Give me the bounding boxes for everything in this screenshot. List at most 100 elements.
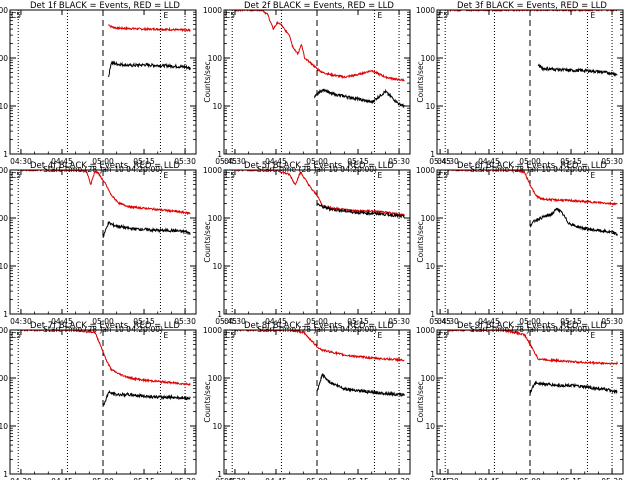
x-tick-label: 05:15: [560, 317, 582, 326]
x-tick-label: 05:00: [92, 157, 114, 166]
corner-mark-left: C5: [11, 171, 21, 180]
plot-title: Det 4f BLACK = Events, RED = LLD: [30, 161, 180, 171]
y-tick-label: 1: [3, 310, 8, 319]
y-tick-label: 1000: [203, 6, 222, 15]
y-tick-label: 10: [0, 102, 8, 111]
x-tick-label: 04:30: [10, 477, 32, 480]
y-axis-label: Counts/sec: [203, 221, 212, 262]
y-tick-label: 100: [208, 54, 223, 63]
x-tick-label: 05:30: [174, 157, 196, 166]
y-tick-label: 1000: [416, 6, 435, 15]
y-tick-label: 100: [421, 374, 436, 383]
x-tick-label: 05:30: [388, 157, 410, 166]
y-axis-label: Counts/sec: [203, 61, 212, 102]
plot-panel-2: Det 2f BLACK = Events, RED = LLD11010010…: [203, 1, 451, 174]
events-series-line: [316, 372, 405, 397]
events-series-line: [313, 88, 405, 109]
x-tick-label: 05:00: [306, 477, 328, 480]
x-tick-label: 05:15: [133, 317, 155, 326]
plot-panel-1: Det 1f BLACK = Events, RED = LLD11010010…: [0, 1, 237, 174]
x-tick-label: 05:00: [519, 317, 541, 326]
x-tick-label: 05:15: [560, 157, 582, 166]
y-tick-label: 1: [217, 470, 222, 479]
corner-mark-left: C5: [225, 331, 235, 340]
plot-title: Det 8f BLACK = Events, RED = LLD: [244, 321, 394, 331]
y-tick-label: 100: [0, 214, 8, 223]
x-tick-label: 05:45: [215, 477, 237, 480]
corner-mark-right: E: [591, 171, 596, 180]
corner-mark-right: E: [378, 171, 383, 180]
y-tick-label: 1: [217, 150, 222, 159]
plot-data: [108, 24, 191, 78]
y-tick-label: 1: [430, 470, 435, 479]
plot-title: Det 6f BLACK = Events, RED = LLD: [457, 161, 607, 171]
y-tick-label: 1000: [416, 326, 435, 335]
plot-title: Det 9f BLACK = Events, RED = LLD: [457, 321, 607, 331]
corner-mark-right: E: [378, 331, 383, 340]
plot-panel-3: Det 3f BLACK = Events, RED = LLD 1 10 100 10…: [416, 1, 624, 174]
corner-mark-right: E: [591, 11, 596, 20]
x-tick-label: 05:15: [347, 477, 369, 480]
events-series-line: [529, 207, 618, 237]
y-tick-label: 10: [425, 262, 435, 271]
y-tick-label: 1: [430, 150, 435, 159]
x-tick-label: 04:30: [437, 477, 459, 480]
x-tick-label: 05:15: [560, 477, 582, 480]
corner-mark-right: E: [164, 11, 169, 20]
x-tick-label: 05:30: [388, 317, 410, 326]
y-tick-label: 100: [421, 214, 436, 223]
corner-mark-right: E: [591, 331, 596, 340]
plot-title: Det 5f BLACK = Events, RED = LLD: [244, 161, 394, 171]
corner-mark-right: E: [164, 331, 169, 340]
y-tick-label: 1: [430, 310, 435, 319]
y-tick-label: 100: [208, 374, 223, 383]
x-tick-label: 04:45: [265, 477, 287, 480]
corner-mark-left: C5: [225, 11, 235, 20]
x-tick-label: 05:30: [601, 477, 623, 480]
x-tick-label: 05:45: [215, 157, 237, 166]
x-tick-label: 05:45: [429, 157, 451, 166]
events-series-line: [529, 380, 618, 395]
corner-mark-right: E: [378, 11, 383, 20]
x-tick-label: 05:00: [306, 157, 328, 166]
corner-mark-left: C5: [225, 171, 235, 180]
y-axis-label: Counts/sec: [416, 381, 425, 422]
y-tick-label: 1000: [203, 166, 222, 175]
y-tick-label: 100: [208, 214, 223, 223]
x-tick-label: 05:00: [306, 317, 328, 326]
events-series-line: [316, 202, 405, 219]
y-tick-label: 100: [0, 54, 8, 63]
x-tick-label: 04:45: [51, 157, 73, 166]
x-tick-label: 05:00: [519, 157, 541, 166]
y-tick-label: 1: [217, 310, 222, 319]
x-tick-label: 05:30: [601, 317, 623, 326]
x-tick-label: 05:30: [601, 157, 623, 166]
corner-mark-left: C5: [11, 11, 21, 20]
plot-panel-5: Det 5f BLACK = Events, RED = LLD11010010…: [203, 161, 451, 334]
plot-title: Det 3f BLACK = Events, RED = LLD: [457, 1, 607, 11]
events-series-line: [102, 389, 191, 407]
y-tick-label: 10: [425, 102, 435, 111]
plot-panel-8: Det 8f BLACK = Events, RED = LLD11010010…: [203, 321, 451, 480]
y-axis-label: Counts/sec: [203, 381, 212, 422]
x-tick-label: 04:45: [478, 157, 500, 166]
x-tick-label: 05:15: [133, 157, 155, 166]
y-tick-label: 10: [0, 422, 8, 431]
y-tick-label: 10: [212, 102, 222, 111]
y-tick-label: 100: [0, 374, 8, 383]
y-tick-label: 1000: [0, 326, 8, 335]
x-tick-label: 04:30: [224, 317, 246, 326]
x-tick-label: 04:45: [265, 157, 287, 166]
x-tick-label: 05:00: [92, 317, 114, 326]
x-tick-label: 05:30: [174, 477, 196, 480]
events-series-line: [102, 221, 191, 238]
y-tick-label: 1: [3, 150, 8, 159]
lld-series-line: [234, 10, 405, 82]
y-tick-label: 10: [212, 422, 222, 431]
x-tick-label: 05:45: [429, 477, 451, 480]
y-tick-label: 10: [212, 262, 222, 271]
x-tick-label: 05:00: [519, 477, 541, 480]
x-tick-label: 04:30: [224, 157, 246, 166]
plot-data: [20, 330, 191, 407]
corner-mark-left: C5: [438, 11, 448, 20]
